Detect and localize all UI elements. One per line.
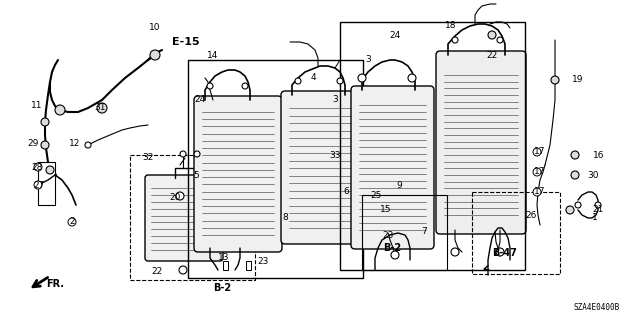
Text: 19: 19 (572, 76, 584, 84)
Text: 25: 25 (371, 190, 381, 199)
Circle shape (150, 50, 160, 60)
Circle shape (34, 163, 42, 171)
Text: 30: 30 (588, 171, 599, 180)
Text: 26: 26 (525, 211, 537, 220)
Text: 13: 13 (218, 253, 230, 262)
Text: 22: 22 (152, 268, 163, 276)
Text: 23: 23 (257, 258, 269, 267)
Circle shape (496, 248, 504, 256)
Text: 10: 10 (149, 23, 161, 33)
Text: 20: 20 (170, 193, 180, 202)
Text: 22: 22 (486, 51, 498, 60)
Text: 11: 11 (31, 100, 43, 109)
Text: 12: 12 (69, 139, 81, 148)
Circle shape (85, 142, 91, 148)
Bar (223, 260, 227, 269)
Circle shape (408, 74, 416, 82)
Text: 5: 5 (193, 171, 199, 180)
Circle shape (41, 141, 49, 149)
Text: 23: 23 (382, 230, 394, 239)
Circle shape (194, 151, 200, 157)
Circle shape (295, 78, 301, 84)
Circle shape (533, 148, 541, 156)
Text: 3: 3 (332, 95, 338, 105)
Circle shape (207, 83, 213, 89)
Text: 33: 33 (329, 150, 340, 159)
Circle shape (242, 83, 248, 89)
Circle shape (566, 206, 574, 214)
Circle shape (358, 74, 366, 82)
Text: 24: 24 (195, 95, 205, 105)
Circle shape (337, 78, 343, 84)
Text: 4: 4 (310, 74, 316, 83)
Circle shape (497, 37, 503, 43)
Text: FR.: FR. (46, 279, 64, 289)
Polygon shape (38, 162, 55, 205)
Circle shape (452, 37, 458, 43)
Text: 14: 14 (207, 51, 219, 60)
Text: 17: 17 (534, 188, 546, 196)
Circle shape (179, 266, 187, 274)
Circle shape (46, 166, 54, 174)
Text: B-2: B-2 (213, 283, 231, 293)
Text: B-47: B-47 (493, 248, 517, 258)
Text: 31: 31 (94, 102, 106, 111)
Text: 21: 21 (592, 205, 604, 214)
Text: 2: 2 (69, 218, 75, 227)
FancyBboxPatch shape (281, 91, 367, 244)
Circle shape (575, 202, 581, 208)
Text: 15: 15 (380, 205, 392, 214)
Bar (340, 22, 525, 270)
Circle shape (391, 251, 399, 259)
Text: 8: 8 (282, 213, 288, 222)
Circle shape (68, 218, 76, 226)
Circle shape (533, 188, 541, 196)
Text: SZA4E0400B: SZA4E0400B (573, 303, 620, 312)
Circle shape (533, 168, 541, 176)
Text: E-15: E-15 (172, 37, 200, 47)
Text: 28: 28 (31, 163, 43, 172)
Bar (472, 192, 560, 274)
Bar (188, 60, 363, 278)
FancyBboxPatch shape (145, 175, 223, 261)
FancyBboxPatch shape (194, 96, 282, 252)
Circle shape (571, 151, 579, 159)
Text: 27: 27 (33, 180, 45, 189)
Circle shape (551, 76, 559, 84)
Text: 6: 6 (343, 188, 349, 196)
Text: 24: 24 (389, 30, 401, 39)
Text: 17: 17 (534, 148, 546, 156)
Circle shape (55, 105, 65, 115)
FancyBboxPatch shape (436, 51, 526, 234)
Circle shape (451, 248, 459, 256)
Circle shape (595, 202, 601, 208)
Bar (246, 260, 250, 269)
Text: 16: 16 (593, 150, 605, 159)
Text: 32: 32 (142, 154, 154, 163)
Bar (362, 195, 447, 270)
Circle shape (34, 181, 42, 189)
Circle shape (488, 31, 496, 39)
Text: 18: 18 (445, 20, 457, 29)
Circle shape (41, 118, 49, 126)
Text: 3: 3 (365, 55, 371, 65)
Text: 1: 1 (592, 213, 598, 222)
Circle shape (571, 171, 579, 179)
Text: 7: 7 (421, 228, 427, 236)
Text: 17: 17 (534, 167, 546, 177)
Bar (130, 155, 255, 280)
Circle shape (180, 151, 186, 157)
Text: 29: 29 (28, 139, 38, 148)
Circle shape (97, 103, 107, 113)
FancyBboxPatch shape (351, 86, 434, 249)
Text: 9: 9 (396, 180, 402, 189)
Circle shape (176, 192, 184, 200)
Text: B-2: B-2 (383, 243, 401, 253)
